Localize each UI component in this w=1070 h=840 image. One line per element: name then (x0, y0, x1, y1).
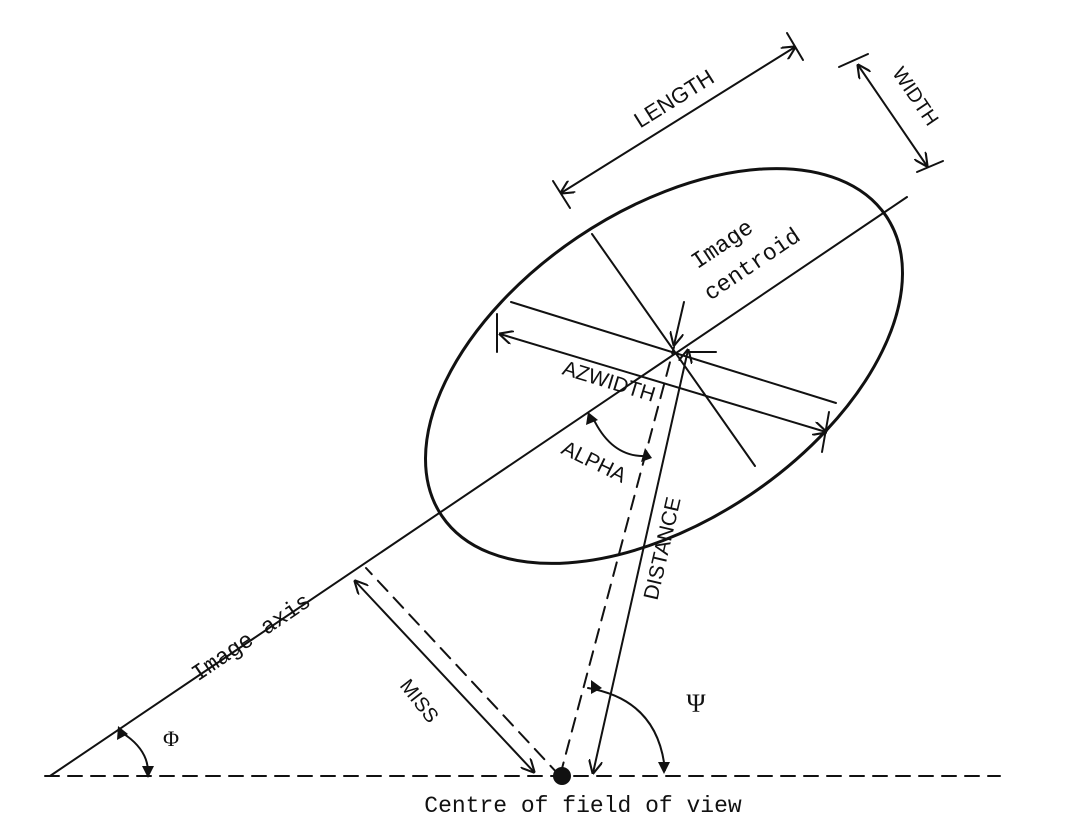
phi-label: Φ (163, 726, 179, 751)
miss-arrow (355, 581, 534, 772)
psi-arc-mark-1 (591, 680, 602, 694)
distance-label: DISTANCE (640, 495, 686, 602)
alpha-label: ALPHA (558, 437, 630, 488)
length-arrow (561, 47, 795, 193)
azwidth-tick-right (821, 411, 830, 453)
miss-dashed-line (365, 567, 561, 777)
psi-arc-mark-2 (658, 762, 670, 774)
centre-of-field-dot (553, 767, 571, 785)
image-axis-line (49, 196, 908, 777)
width-tick-top (838, 53, 869, 68)
phi-arc-mark-2 (142, 766, 154, 778)
distance-arrow (593, 350, 688, 773)
psi-angle-arc (587, 687, 666, 771)
phi-arc-mark-1 (117, 726, 128, 740)
miss-label: MISS (395, 675, 442, 727)
width-arrow (858, 65, 927, 166)
length-tick-left (552, 180, 571, 209)
width-tick-bottom (916, 160, 944, 173)
psi-label: Ψ (686, 689, 706, 718)
length-tick-right (786, 32, 804, 61)
alpha-arc-mark-1 (586, 412, 598, 425)
alpha-arc-mark-2 (641, 448, 652, 462)
image-ellipse (424, 167, 904, 565)
image-axis-label: Image axis (187, 589, 316, 688)
centroid-pointer-arrow (674, 301, 685, 345)
centre-of-field-label: Centre of field of view (424, 793, 742, 819)
alpha-angle-arc (592, 417, 648, 458)
